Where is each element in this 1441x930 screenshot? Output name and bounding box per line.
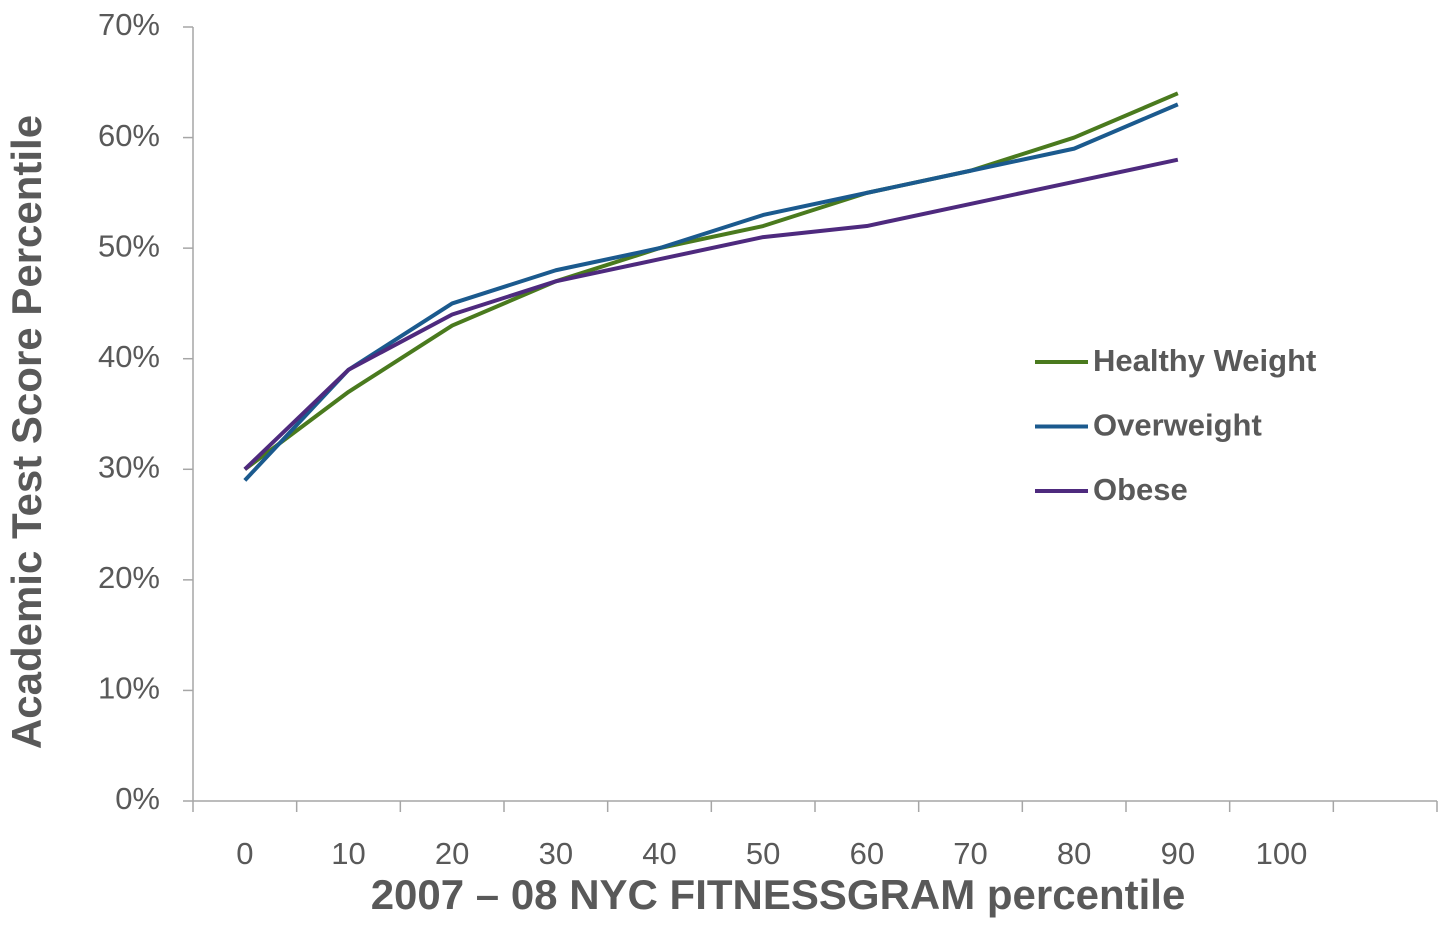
x-tick-label: 0 bbox=[236, 836, 253, 871]
y-tick-label: 10% bbox=[98, 671, 160, 706]
x-tick-label: 50 bbox=[746, 836, 780, 871]
series-line bbox=[243, 157, 1179, 471]
x-tick-label: 90 bbox=[1161, 836, 1195, 871]
y-tick-label: 20% bbox=[98, 560, 160, 595]
y-tick-label: 70% bbox=[98, 7, 160, 42]
x-tick-label: 40 bbox=[642, 836, 676, 871]
y-axis-title: Academic Test Score Percentile bbox=[3, 115, 50, 749]
y-tick-label: 30% bbox=[98, 449, 160, 484]
series-line bbox=[243, 91, 1179, 471]
x-axis-title: 2007 – 08 NYC FITNESSGRAM percentile bbox=[371, 871, 1186, 918]
x-tick-label: 30 bbox=[539, 836, 573, 871]
x-tick-label: 70 bbox=[953, 836, 987, 871]
legend-label: Healthy Weight bbox=[1093, 343, 1316, 378]
x-tick-label: 20 bbox=[435, 836, 469, 871]
x-tick-label: 80 bbox=[1057, 836, 1091, 871]
legend-label: Overweight bbox=[1093, 408, 1262, 443]
legend-label: Obese bbox=[1093, 472, 1188, 507]
y-tick-label: 0% bbox=[115, 781, 160, 816]
x-tick-label: 10 bbox=[331, 836, 365, 871]
series-line bbox=[243, 102, 1179, 482]
x-tick-label: 60 bbox=[850, 836, 884, 871]
y-tick-label: 40% bbox=[98, 339, 160, 374]
x-tick-label: 100 bbox=[1256, 836, 1308, 871]
y-tick-label: 50% bbox=[98, 228, 160, 263]
y-tick-label: 60% bbox=[98, 118, 160, 153]
